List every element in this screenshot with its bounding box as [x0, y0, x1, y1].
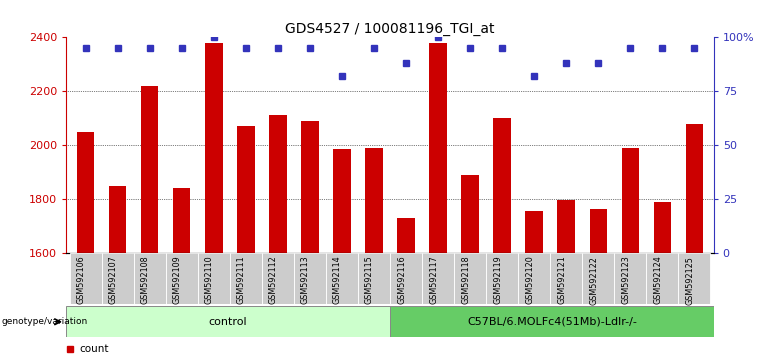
Text: GSM592119: GSM592119 [493, 256, 502, 304]
Text: control: control [209, 317, 247, 327]
Bar [333, 149, 351, 253]
Bar [397, 218, 415, 253]
Text: GSM592107: GSM592107 [108, 256, 118, 304]
Bar [461, 175, 479, 253]
Bar [76, 132, 94, 253]
Text: GSM592121: GSM592121 [557, 256, 566, 304]
Bar [615, 253, 647, 304]
Text: GSM592114: GSM592114 [333, 256, 342, 304]
Text: count: count [80, 344, 108, 354]
Bar [165, 253, 197, 304]
Text: GSM592117: GSM592117 [429, 256, 438, 304]
Bar [358, 253, 390, 304]
Bar [558, 200, 575, 253]
Text: GSM592111: GSM592111 [237, 256, 246, 304]
Bar [390, 253, 422, 304]
Title: GDS4527 / 100081196_TGI_at: GDS4527 / 100081196_TGI_at [285, 22, 495, 36]
Bar [66, 306, 390, 337]
Bar [686, 124, 704, 253]
Text: GSM592113: GSM592113 [301, 256, 310, 304]
Bar [494, 118, 511, 253]
Bar [390, 306, 714, 337]
Bar [429, 42, 447, 253]
Bar [141, 86, 158, 253]
Bar [654, 202, 672, 253]
Text: GSM592108: GSM592108 [140, 256, 150, 304]
Text: GSM592110: GSM592110 [204, 256, 214, 304]
Text: GSM592112: GSM592112 [269, 256, 278, 304]
Text: GSM592118: GSM592118 [461, 256, 470, 304]
Bar [230, 253, 262, 304]
Bar [173, 188, 190, 253]
Bar [454, 253, 486, 304]
Text: GSM592115: GSM592115 [365, 256, 374, 304]
Text: C57BL/6.MOLFc4(51Mb)-Ldlr-/-: C57BL/6.MOLFc4(51Mb)-Ldlr-/- [467, 317, 636, 327]
Bar [526, 211, 543, 253]
Bar [486, 253, 518, 304]
Bar [133, 253, 165, 304]
Text: genotype/variation: genotype/variation [2, 317, 87, 326]
Bar [679, 253, 711, 304]
Bar [647, 253, 679, 304]
Bar [294, 253, 326, 304]
Text: GSM592125: GSM592125 [686, 256, 694, 304]
Bar [69, 253, 101, 304]
Bar [550, 253, 583, 304]
Bar [583, 253, 615, 304]
Text: GSM592122: GSM592122 [590, 256, 598, 304]
Text: GSM592120: GSM592120 [525, 256, 534, 304]
Bar [269, 115, 286, 253]
Bar [237, 126, 254, 253]
Bar [422, 253, 454, 304]
Bar [365, 148, 383, 253]
Bar [301, 121, 319, 253]
Text: GSM592109: GSM592109 [172, 256, 182, 304]
Bar [101, 253, 133, 304]
Text: GSM592123: GSM592123 [622, 256, 630, 304]
Bar [518, 253, 550, 304]
Text: GSM592116: GSM592116 [397, 256, 406, 304]
Text: GSM592124: GSM592124 [654, 256, 662, 304]
Bar [262, 253, 294, 304]
Bar [590, 209, 607, 253]
Text: GSM592106: GSM592106 [76, 256, 86, 304]
Bar [205, 42, 222, 253]
Bar [622, 148, 639, 253]
Bar [326, 253, 358, 304]
Bar [197, 253, 230, 304]
Bar [108, 185, 126, 253]
